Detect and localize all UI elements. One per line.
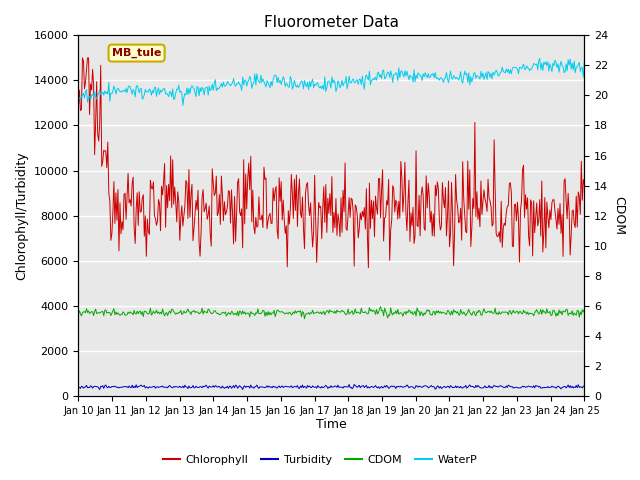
Y-axis label: CDOM: CDOM bbox=[612, 196, 625, 235]
Title: Fluorometer Data: Fluorometer Data bbox=[264, 15, 399, 30]
X-axis label: Time: Time bbox=[316, 419, 347, 432]
Y-axis label: Chlorophyll/Turbidity: Chlorophyll/Turbidity bbox=[15, 151, 28, 280]
Legend: Chlorophyll, Turbidity, CDOM, WaterP: Chlorophyll, Turbidity, CDOM, WaterP bbox=[159, 451, 481, 469]
Text: MB_tule: MB_tule bbox=[112, 48, 161, 58]
